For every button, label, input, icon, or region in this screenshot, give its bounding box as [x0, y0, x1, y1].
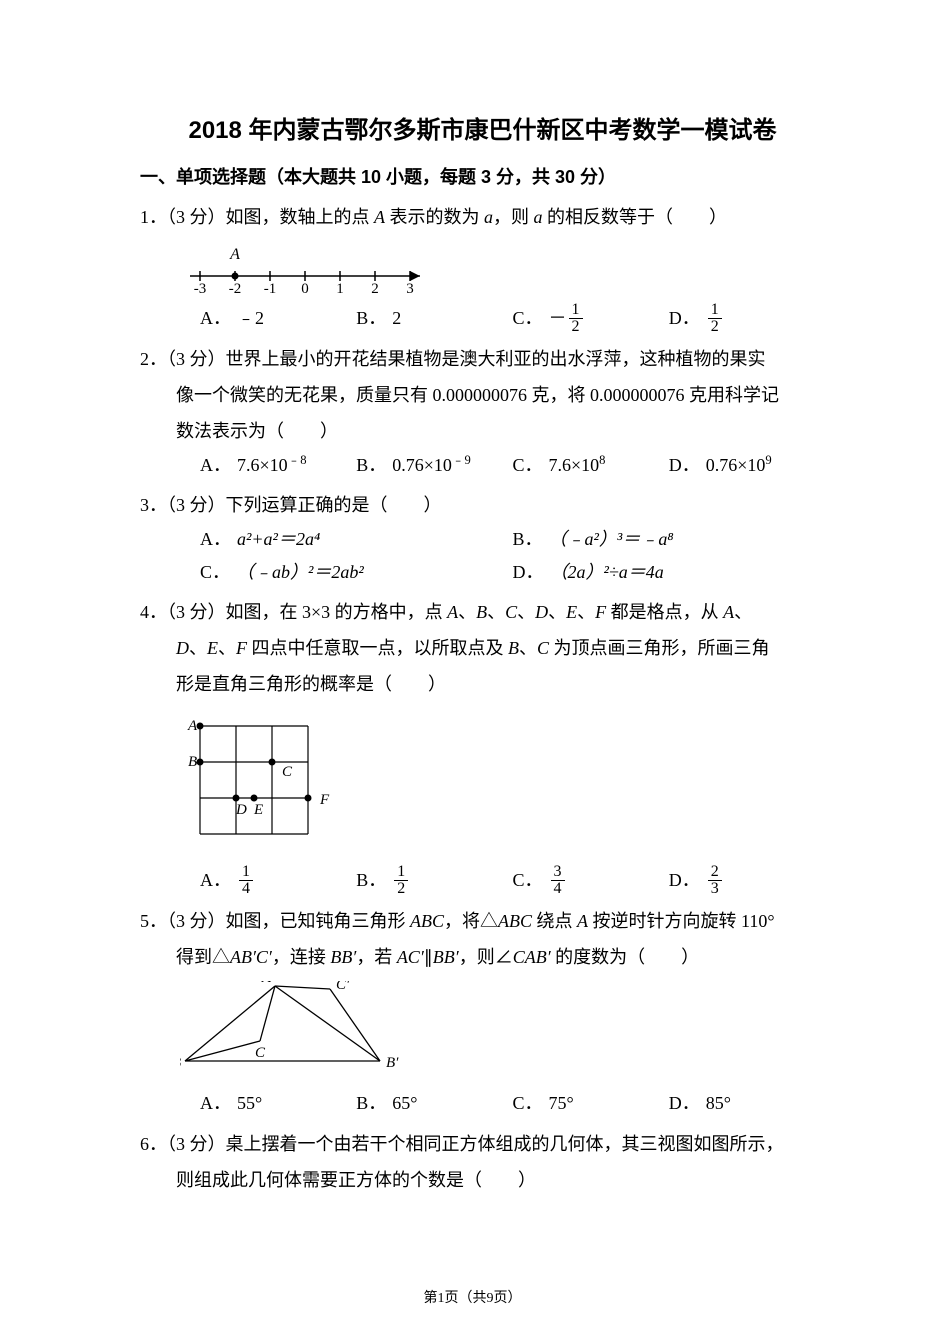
svg-text:3: 3 [406, 281, 414, 296]
q1-A-label: A [229, 246, 240, 263]
q2-stem-3: 数法表示为（ ） [140, 413, 825, 449]
q5-stem-2: 得到△AB′C′，连接 BB′，若 AC′∥BB′，则∠CAB′ 的度数为（ ） [140, 939, 825, 975]
q2-stem-2: 像一个微笑的无花果，质量只有 0.000000076 克，将 0.0000000… [140, 377, 825, 413]
q6-stem-2: 则组成此几何体需要正方体的个数是（ ） [140, 1162, 825, 1198]
svg-text:D: D [235, 802, 247, 818]
q5-triangle-figure: A B C B′ C′ [180, 981, 825, 1081]
svg-text:-3: -3 [194, 281, 207, 296]
q5-opt-A: A．55° [200, 1087, 356, 1119]
q5-opt-C: C．75° [513, 1087, 669, 1119]
svg-text:0: 0 [301, 281, 309, 296]
q4-opt-C: C．34 [513, 864, 669, 897]
q6-stem: 6．（3 分）桌上摆着一个由若干个相同正方体组成的几何体，其三视图如图所示， [140, 1126, 825, 1162]
q2-opt-D: D．0.76×109 [669, 449, 825, 481]
q5-opt-D: D．85° [669, 1087, 825, 1119]
question-2: 2．（3 分）世界上最小的开花结果植物是澳大利亚的出水浮萍，这种植物的果实 像一… [140, 341, 825, 481]
q3-options: A．a²+a²＝2a⁴ B．（﹣a²）³＝﹣a⁸ C．（﹣ab）²＝2ab² D… [140, 523, 825, 588]
q2-opt-C: C．7.6×108 [513, 449, 669, 481]
q3-stem: 3．（3 分）下列运算正确的是（ ） [140, 487, 825, 523]
q1-opt-B: B．2 [356, 302, 512, 335]
q5-stem: 5．（3 分）如图，已知钝角三角形 ABC，将△ABC 绕点 A 按逆时针方向旋… [140, 903, 825, 939]
svg-text:A: A [261, 981, 272, 986]
svg-text:C: C [255, 1045, 266, 1061]
q4-options: A．14 B．12 C．34 D．23 [140, 864, 825, 897]
question-1: 1．（3 分）如图，数轴上的点 A 表示的数为 a，则 a 的相反数等于（ ） … [140, 199, 825, 335]
q3-opt-D: D．（2a）²÷a＝4a [513, 556, 826, 588]
q1-opt-A: A．﹣2 [200, 302, 356, 335]
svg-text:B: B [180, 1055, 181, 1071]
svg-text:-2: -2 [229, 281, 242, 296]
svg-text:B: B [188, 754, 197, 770]
section-heading: 一、单项选择题（本大题共 10 小题，每题 3 分，共 30 分） [140, 163, 825, 189]
q2-stem: 2．（3 分）世界上最小的开花结果植物是澳大利亚的出水浮萍，这种植物的果实 [140, 341, 825, 377]
svg-text:2: 2 [371, 281, 379, 296]
q3-opt-B: B．（﹣a²）³＝﹣a⁸ [513, 523, 826, 555]
question-6: 6．（3 分）桌上摆着一个由若干个相同正方体组成的几何体，其三视图如图所示， 则… [140, 1126, 825, 1198]
svg-text:1: 1 [336, 281, 344, 296]
svg-text:C: C [282, 764, 293, 780]
page: 2018 年内蒙古鄂尔多斯市康巴什新区中考数学一模试卷 一、单项选择题（本大题共… [0, 0, 945, 1337]
q1-number-line: -3 -2 -1 0 1 2 3 A [180, 241, 825, 296]
question-5: 5．（3 分）如图，已知钝角三角形 ABC，将△ABC 绕点 A 按逆时针方向旋… [140, 903, 825, 1119]
svg-text:E: E [253, 802, 263, 818]
q5-opt-B: B．65° [356, 1087, 512, 1119]
q1-options: A．﹣2 B．2 C． －12 D． 12 [140, 302, 825, 335]
q3-opt-A: A．a²+a²＝2a⁴ [200, 523, 513, 555]
q1-opt-C: C． －12 [513, 302, 669, 335]
q1-stem: 1．（3 分）如图，数轴上的点 A 表示的数为 a，则 a 的相反数等于（ ） [140, 199, 825, 235]
q4-opt-B: B．12 [356, 864, 512, 897]
q4-opt-A: A．14 [200, 864, 356, 897]
q3-opt-C: C．（﹣ab）²＝2ab² [200, 556, 513, 588]
q4-stem: 4．（3 分）如图，在 3×3 的方格中，点 A、B、C、D、E、F 都是格点，… [140, 594, 825, 630]
question-4: 4．（3 分）如图，在 3×3 的方格中，点 A、B、C、D、E、F 都是格点，… [140, 594, 825, 897]
q4-stem-2: D、E、F 四点中任意取一点，以所取点及 B、C 为顶点画三角形，所画三角 [140, 630, 825, 666]
exam-title: 2018 年内蒙古鄂尔多斯市康巴什新区中考数学一模试卷 [140, 110, 825, 145]
q2-opt-B: B．0.76×10﹣9 [356, 449, 512, 481]
q5-options: A．55° B．65° C．75° D．85° [140, 1087, 825, 1119]
q4-stem-3: 形是直角三角形的概率是（ ） [140, 666, 825, 702]
question-3: 3．（3 分）下列运算正确的是（ ） A．a²+a²＝2a⁴ B．（﹣a²）³＝… [140, 487, 825, 588]
q2-opt-A: A．7.6×10﹣8 [200, 449, 356, 481]
svg-text:B′: B′ [386, 1055, 399, 1071]
q4-opt-D: D．23 [669, 864, 825, 897]
svg-text:-1: -1 [264, 281, 277, 296]
svg-text:C′: C′ [336, 981, 350, 993]
page-footer: 第1页（共9页） [0, 1287, 945, 1307]
svg-text:F: F [319, 792, 330, 808]
q1-opt-D: D． 12 [669, 302, 825, 335]
q2-options: A．7.6×10﹣8 B．0.76×10﹣9 C．7.6×108 D．0.76×… [140, 449, 825, 481]
q4-grid-figure: A B C DE F [180, 708, 825, 858]
svg-text:A: A [187, 718, 198, 734]
